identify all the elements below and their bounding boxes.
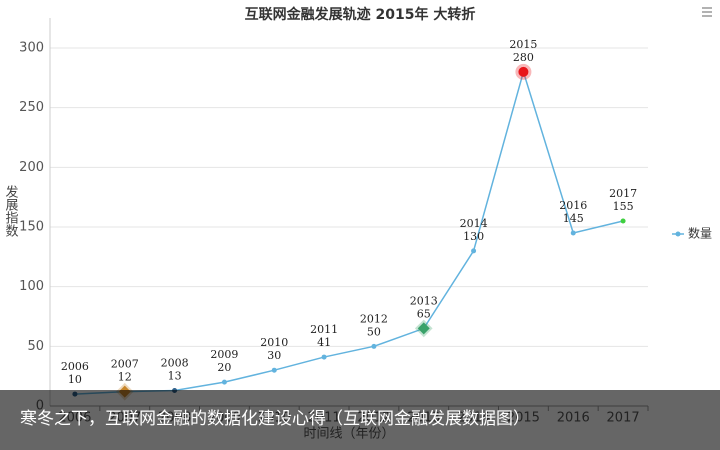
marker (321, 354, 327, 360)
data-label: 145 (563, 212, 584, 225)
data-label-year: 2009 (210, 348, 238, 361)
data-label-year: 2008 (161, 356, 189, 369)
y-axis-title: 发展指数 (3, 184, 19, 237)
data-label-year: 2010 (260, 336, 288, 349)
data-label: 10 (68, 373, 82, 386)
data-label-year: 2011 (310, 323, 338, 336)
data-label: 30 (267, 349, 281, 362)
data-label: 155 (613, 200, 634, 213)
data-label: 41 (317, 336, 331, 349)
caption-banner (0, 390, 720, 450)
data-label: 20 (217, 361, 231, 374)
y-tick-label: 150 (19, 220, 44, 235)
data-label: 65 (417, 307, 431, 320)
legend-label: 数量 (688, 226, 712, 241)
data-label: 13 (168, 369, 182, 382)
data-label-year: 2006 (61, 360, 89, 373)
menu-icon[interactable] (702, 7, 712, 17)
marker (221, 379, 227, 385)
marker (414, 319, 433, 338)
marker (515, 63, 532, 80)
data-label: 50 (367, 325, 381, 338)
marker (570, 230, 576, 236)
y-tick-label: 100 (19, 279, 44, 294)
y-tick-label: 250 (19, 100, 44, 115)
marker (271, 367, 277, 373)
marker (471, 248, 477, 254)
chart-title: 互联网金融发展轨迹 2015年 大转折 (245, 6, 476, 23)
caption: 寒冬之下，互联网金融的数据化建设心得（互联网金融发展数据图） (20, 409, 530, 429)
data-label-year: 2012 (360, 312, 388, 325)
data-label-year: 2017 (609, 187, 637, 200)
data-label-year: 2014 (460, 217, 488, 230)
y-tick-label: 300 (19, 41, 44, 56)
data-label-year: 2007 (111, 358, 139, 371)
marker (371, 343, 377, 349)
series-line (74, 69, 624, 395)
y-tick-label: 200 (19, 160, 44, 175)
data-label: 280 (513, 51, 534, 64)
data-label-year: 2015 (509, 38, 537, 51)
data-label-year: 2016 (559, 199, 587, 212)
data-label: 130 (463, 230, 484, 243)
data-label: 12 (118, 371, 132, 384)
y-tick-label: 50 (27, 339, 44, 354)
marker (620, 218, 626, 224)
legend-marker (675, 231, 681, 237)
data-label-year: 2013 (410, 294, 438, 307)
